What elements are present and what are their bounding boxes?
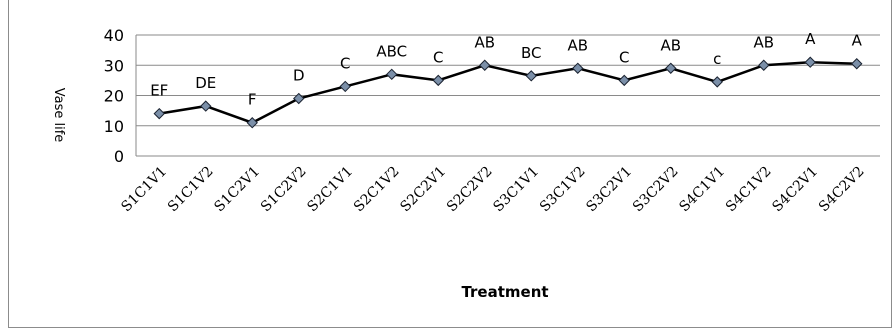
y-tick-20: 20 <box>104 87 124 106</box>
y-axis-title: Vase life <box>51 88 66 143</box>
x-label-S3C2V2: S3C2V2 <box>630 164 682 216</box>
sig-label-S1C1V2: DE <box>195 74 216 92</box>
sig-label-S1C2V2: D <box>293 67 305 85</box>
sig-label-S3C1V1: BC <box>521 44 542 62</box>
x-label-S1C2V1: S1C2V1 <box>211 164 263 216</box>
marker-S1C2V2 <box>293 92 305 105</box>
series-line <box>159 60 857 125</box>
sig-label-S4C2V2: A <box>852 32 863 50</box>
marker-S1C1V1 <box>153 107 165 120</box>
y-tick-labels: 0 10 20 30 40 <box>104 26 124 166</box>
x-category-labels: S1C1V1S1C1V2S1C2V1S1C2V2S2C1V1S2C1V2S2C2… <box>118 164 867 216</box>
x-label-S3C1V2: S3C1V2 <box>537 164 589 216</box>
marker-S1C2V1 <box>246 117 258 129</box>
y-tick-30: 30 <box>104 56 124 75</box>
x-label-S2C1V1: S2C1V1 <box>304 164 356 216</box>
marker-S3C1V1 <box>525 70 537 82</box>
x-label-S2C2V2: S2C2V2 <box>444 164 496 216</box>
y-tick-40: 40 <box>104 26 124 45</box>
sig-label-S4C2V1: A <box>805 30 816 48</box>
sig-label-S3C2V1: C <box>619 48 629 66</box>
x-label-S1C2V2: S1C2V2 <box>258 164 310 216</box>
marker-S4C1V2 <box>758 59 770 71</box>
y-tick-0: 0 <box>114 147 124 166</box>
x-label-S2C2V1: S2C2V1 <box>397 164 449 216</box>
x-label-S1C1V1: S1C1V1 <box>118 164 170 216</box>
marker-S2C1V2 <box>386 68 398 81</box>
sig-label-S4C1V1: c <box>713 50 721 68</box>
marker-S3C2V1 <box>618 74 630 87</box>
marker-S4C2V2 <box>851 58 863 70</box>
sig-label-S3C2V2: AB <box>660 36 681 54</box>
x-label-S4C2V2: S4C2V2 <box>816 164 868 216</box>
x-axis-title: Treatment <box>461 283 548 301</box>
x-label-S1C1V2: S1C1V2 <box>165 164 217 216</box>
x-label-S4C2V1: S4C2V1 <box>769 164 821 216</box>
sig-label-S2C2V2: AB <box>474 33 495 51</box>
chart-frame <box>8 0 892 328</box>
marker-S2C2V2 <box>479 59 491 71</box>
x-label-S4C1V1: S4C1V1 <box>676 164 728 216</box>
x-label-S3C1V1: S3C1V1 <box>490 164 542 216</box>
marker-S2C2V1 <box>432 74 444 87</box>
data-markers <box>153 56 863 129</box>
x-label-S3C2V1: S3C2V1 <box>583 164 635 216</box>
x-label-S4C1V2: S4C1V2 <box>723 164 775 216</box>
sig-label-S4C1V2: AB <box>753 33 774 51</box>
sig-label-S1C1V1: EF <box>150 82 168 100</box>
sig-label-S2C1V1: C <box>340 54 350 72</box>
x-label-S2C1V2: S2C1V2 <box>351 164 403 216</box>
marker-S4C2V1 <box>804 56 816 68</box>
marker-S4C1V1 <box>711 76 723 88</box>
series-polyline <box>159 60 857 125</box>
y-tick-10: 10 <box>104 117 124 136</box>
gridlines <box>135 34 880 157</box>
sig-label-S2C1V2: ABC <box>376 42 407 60</box>
marker-S3C1V2 <box>572 62 584 74</box>
marker-S1C1V2 <box>200 100 212 112</box>
marker-S2C1V1 <box>339 80 351 93</box>
sig-label-S3C1V2: AB <box>567 36 588 54</box>
marker-S3C2V2 <box>665 62 677 74</box>
sig-label-S1C2V1: F <box>248 91 257 109</box>
sig-label-S2C2V1: C <box>433 48 443 66</box>
